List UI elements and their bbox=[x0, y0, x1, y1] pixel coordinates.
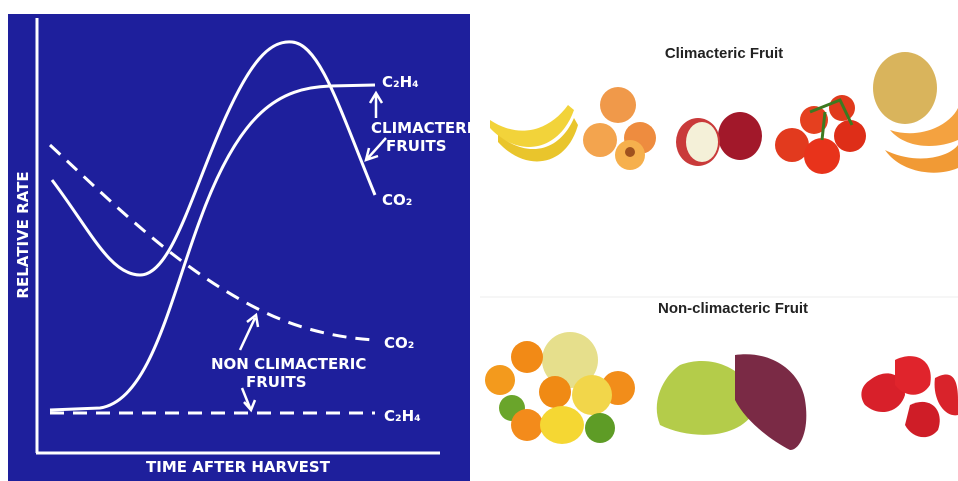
tomato bbox=[829, 95, 855, 121]
melon bbox=[873, 52, 937, 124]
melon-slice bbox=[885, 145, 958, 173]
curve-label: CO₂ bbox=[382, 191, 412, 209]
x-axis-label: TIME AFTER HARVEST bbox=[146, 458, 331, 476]
curve-label: C₂H₄ bbox=[382, 73, 419, 91]
non-climacteric-fruit-images bbox=[485, 332, 958, 450]
apricot bbox=[600, 87, 636, 123]
lemon bbox=[572, 375, 612, 415]
curve-label: C₂H₄ bbox=[384, 407, 421, 425]
apple-cut bbox=[686, 122, 718, 162]
y-axis-label: RELATIVE RATE bbox=[14, 171, 32, 298]
group-label: FRUITS bbox=[386, 137, 447, 155]
panel-title: Climacteric Fruit bbox=[665, 45, 783, 62]
tomato bbox=[834, 120, 866, 152]
apple bbox=[718, 112, 762, 160]
red-grapes bbox=[735, 354, 806, 450]
tomato bbox=[804, 138, 840, 174]
lemon bbox=[540, 406, 584, 444]
tomato bbox=[775, 128, 809, 162]
orange bbox=[485, 365, 515, 395]
group-label: FRUITS bbox=[246, 373, 307, 391]
orange bbox=[511, 409, 543, 441]
curve-label: CO₂ bbox=[384, 334, 414, 352]
orange bbox=[511, 341, 543, 373]
apricot bbox=[583, 123, 617, 157]
page: RELATIVE RATE TIME AFTER HARVEST C₂H₄ CL… bbox=[0, 0, 958, 481]
group-label: NON CLIMACTERIC bbox=[211, 355, 366, 373]
climacteric-fruit-images bbox=[490, 52, 958, 174]
strawberry bbox=[905, 402, 940, 437]
figure: RELATIVE RATE TIME AFTER HARVEST C₂H₄ CL… bbox=[0, 0, 958, 481]
strawberry bbox=[895, 356, 931, 395]
group-label: CLIMACTERIC bbox=[371, 119, 483, 137]
apricot-pit bbox=[625, 147, 635, 157]
lime bbox=[585, 413, 615, 443]
panel-title: Non-climacteric Fruit bbox=[658, 300, 808, 317]
orange bbox=[539, 376, 571, 408]
strawberry bbox=[935, 374, 958, 415]
